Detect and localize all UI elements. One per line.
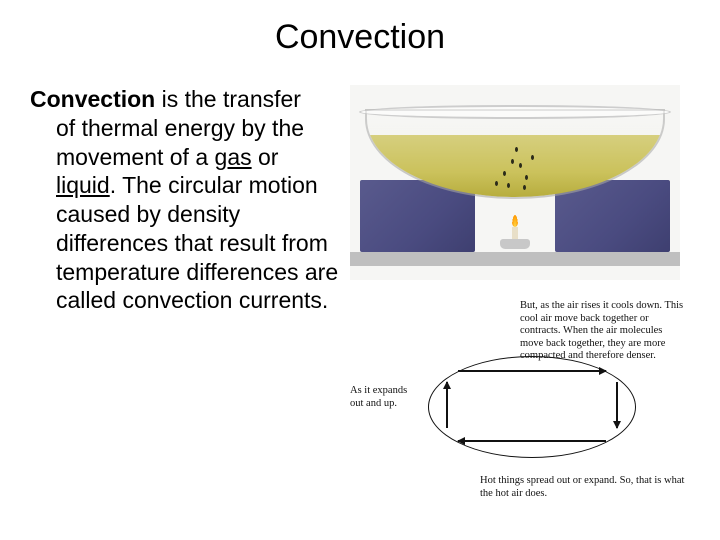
body-gas: gas [215,144,252,170]
body-line1-rest: is the transfer [155,86,301,112]
slide-title: Convection [30,18,690,57]
flame-icon [512,215,518,227]
content-row: Convection is the transfer of thermal en… [30,85,690,500]
bowl-rim [359,105,671,119]
candle-body [512,227,518,239]
caption-bottom: Hot things spread out or expand. So, tha… [480,475,685,500]
slide: Convection Convection is the transfer of… [0,0,720,540]
particles [485,141,545,189]
arrow-top [458,370,606,372]
body-liquid: liquid [56,172,110,198]
candle [500,215,530,249]
arrow-left [446,382,448,428]
caption-top-right: But, as the air rises it cools down. Thi… [520,300,685,363]
bowl [365,89,665,199]
shelf [350,252,680,266]
candle-holder [500,239,530,249]
right-column: But, as the air rises it cools down. Thi… [350,85,690,500]
caption-left: As it expands out and up. [350,385,420,410]
body-bold-term: Convection [30,86,155,112]
body-or: or [252,144,279,170]
arrow-bottom [458,440,606,442]
convection-diagram: But, as the air rises it cools down. Thi… [350,300,690,500]
experiment-photo [350,85,680,280]
body-text: Convection is the transfer of thermal en… [30,85,340,500]
bowl-glass [365,109,665,199]
arrow-right [616,382,618,428]
